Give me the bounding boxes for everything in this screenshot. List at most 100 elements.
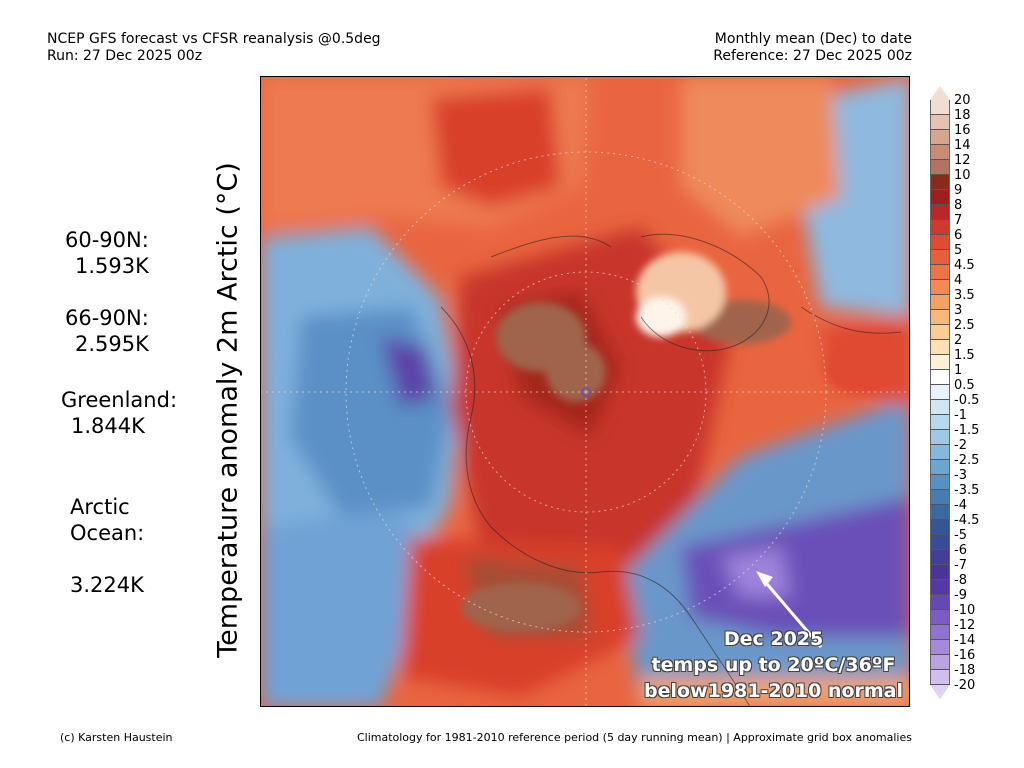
colorbar-tick-label: 9 — [954, 183, 963, 198]
annotation-line-1: Dec 2025 — [723, 628, 824, 650]
colorbar-cell — [930, 580, 950, 595]
colorbar-cell — [930, 175, 950, 190]
colorbar-tick-label: -2 — [954, 438, 967, 453]
anomaly-map: Dec 2025 temps up to 20ºC/36ºF below1981… — [260, 76, 910, 707]
colorbar-tick-label: 5 — [954, 243, 963, 258]
colorbar-tick-label: 20 — [954, 93, 971, 108]
map-title: NCEP GFS forecast vs CFSR reanalysis @0.… — [47, 31, 381, 65]
stat-60-90n: 60-90N: 1.593K — [65, 227, 149, 279]
colorbar-tick-label: -1.5 — [954, 423, 980, 438]
colorbar-tick-label: -12 — [954, 618, 976, 633]
anomaly-map-graphic — [261, 77, 909, 706]
stat-value: 1.593K — [75, 254, 149, 278]
colorbar-tick-label: -16 — [954, 648, 976, 663]
colorbar-cell — [930, 295, 950, 310]
colorbar-tick-label: 3 — [954, 303, 963, 318]
colorbar-tick-label: -4.5 — [954, 513, 980, 528]
colorbar-cell — [930, 565, 950, 580]
colorbar-cell — [930, 190, 950, 205]
colorbar-cell — [930, 355, 950, 370]
map-reference: Monthly mean (Dec) to date Reference: 27… — [713, 31, 912, 65]
colorbar-bottom-triangle — [930, 685, 950, 699]
colorbar-cell — [930, 625, 950, 640]
stat-value: 3.224K — [70, 573, 144, 597]
colorbar-cell — [930, 220, 950, 235]
stat-label: Arctic Ocean: — [70, 495, 145, 545]
colorbar-tick-label: 16 — [954, 123, 971, 138]
annotation-line-3: below1981-2010 normal — [644, 680, 903, 702]
colorbar-cell — [930, 385, 950, 400]
colorbar-cell — [930, 430, 950, 445]
title-line-1: NCEP GFS forecast vs CFSR reanalysis @0.… — [47, 31, 381, 47]
colorbar-tick-label: 1.5 — [954, 348, 975, 363]
colorbar-tick-label: 14 — [954, 138, 971, 153]
stat-label: 66-90N: — [65, 306, 149, 330]
reference-line-1: Monthly mean (Dec) to date — [714, 31, 912, 47]
colorbar-cell — [930, 475, 950, 490]
colorbar-cell — [930, 130, 950, 145]
reference-line-2: Reference: 27 Dec 2025 00z — [713, 48, 912, 64]
colorbar-cell — [930, 325, 950, 340]
colorbar-tick-label: -9 — [954, 588, 967, 603]
colorbar-tick-label: -10 — [954, 603, 976, 618]
annotation-text: Dec 2025 temps up to 20ºC/36ºF below1981… — [644, 626, 903, 704]
colorbar-tick-label: 18 — [954, 108, 971, 123]
colorbar-cell — [930, 640, 950, 655]
colorbar-tick-label: 8 — [954, 198, 963, 213]
colorbar-cell — [930, 310, 950, 325]
colorbar-cell — [930, 145, 950, 160]
colorbar — [930, 86, 950, 699]
colorbar-tick-label: -1 — [954, 408, 967, 423]
y-axis-label: Temperature anomaly 2m Arctic (°C) — [212, 162, 244, 658]
stat-label: Greenland: — [61, 388, 178, 412]
colorbar-cell — [930, 550, 950, 565]
colorbar-cell — [930, 460, 950, 475]
colorbar-cell — [930, 655, 950, 670]
colorbar-tick-label: -3.5 — [954, 483, 980, 498]
colorbar-tick-label: -7 — [954, 558, 967, 573]
colorbar-tick-label: 3.5 — [954, 288, 975, 303]
colorbar-tick-label: 4 — [954, 273, 963, 288]
colorbar-tick-label: 4.5 — [954, 258, 975, 273]
north-pole-marker — [581, 387, 591, 397]
stat-greenland: Greenland: 1.844K — [61, 387, 177, 439]
colorbar-cell — [930, 490, 950, 505]
annotation-arrow — [756, 571, 823, 648]
colorbar-tick-label: -20 — [954, 678, 976, 693]
colorbar-top-triangle — [930, 86, 950, 100]
colorbar-tick-label: 12 — [954, 153, 971, 168]
colorbar-tick-label: -14 — [954, 633, 976, 648]
stat-label: 60-90N: — [65, 228, 149, 252]
colorbar-tick-label: 2 — [954, 333, 963, 348]
colorbar-cell — [930, 250, 950, 265]
stat-value: 1.844K — [71, 414, 145, 438]
colorbar-cell — [930, 100, 950, 115]
colorbar-tick-label: -6 — [954, 543, 967, 558]
colorbar-cell — [930, 160, 950, 175]
colorbar-tick-label: 7 — [954, 213, 963, 228]
colorbar-tick-label: -8 — [954, 573, 967, 588]
colorbar-tick-label: -2.5 — [954, 453, 980, 468]
colorbar-cell — [930, 235, 950, 250]
stat-value: 2.595K — [75, 332, 149, 356]
colorbar-tick-label: -3 — [954, 468, 967, 483]
annotation-line-2: temps up to 20ºC/36ºF — [651, 654, 896, 676]
colorbar-cell — [930, 415, 950, 430]
colorbar-cell — [930, 205, 950, 220]
title-line-2: Run: 27 Dec 2025 00z — [47, 48, 203, 64]
climatology-note: Climatology for 1981-2010 reference peri… — [356, 731, 912, 744]
colorbar-tick-label: -0.5 — [954, 393, 980, 408]
colorbar-tick-label: -18 — [954, 663, 976, 678]
colorbar-tick-label: 2.5 — [954, 318, 975, 333]
colorbar-cell — [930, 610, 950, 625]
colorbar-tick-label: 1 — [954, 363, 963, 378]
colorbar-cell — [930, 280, 950, 295]
colorbar-cell — [930, 265, 950, 280]
credit: (c) Karsten Haustein — [60, 731, 173, 744]
colorbar-cell — [930, 670, 950, 685]
colorbar-tick-label: -5 — [954, 528, 967, 543]
colorbar-tick-label: -4 — [954, 498, 967, 513]
colorbar-cell — [930, 535, 950, 550]
colorbar-cell — [930, 400, 950, 415]
colorbar-cell — [930, 505, 950, 520]
